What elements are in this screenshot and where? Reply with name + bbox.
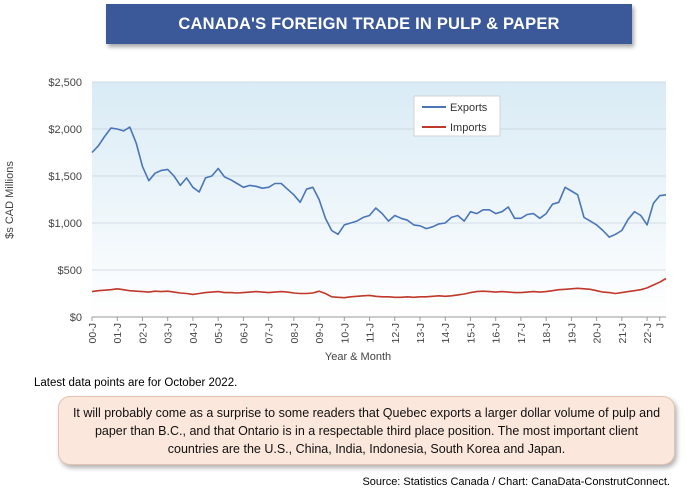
x-tick-label: 03-J bbox=[163, 323, 175, 343]
x-tick-label: 18-J bbox=[541, 323, 553, 343]
x-tick-label: 11-J bbox=[365, 323, 377, 343]
imports-line bbox=[91, 277, 667, 299]
x-tick-label: 12-J bbox=[390, 323, 402, 343]
y-tick-label: $2,000 bbox=[48, 124, 82, 136]
y-tick-label: $1,000 bbox=[48, 218, 82, 230]
x-tick-label: 19-J bbox=[566, 323, 578, 343]
x-axis-label: Year & Month bbox=[325, 351, 391, 363]
x-tick-label: 13-J bbox=[415, 323, 427, 343]
x-tick-label: J bbox=[655, 323, 667, 328]
y-axis-label: $s CAD Millions bbox=[4, 161, 16, 239]
source-credit: Source: Statistics Canada / Chart: CanaD… bbox=[362, 476, 670, 488]
legend-label-imports: Imports bbox=[450, 122, 487, 134]
x-tick-label: 01-J bbox=[112, 323, 124, 343]
chart-title: CANADA'S FOREIGN TRADE IN PULP & PAPER bbox=[178, 14, 560, 33]
plot-area bbox=[92, 82, 666, 317]
legend-box bbox=[413, 95, 501, 137]
y-tick-label: $0 bbox=[70, 312, 82, 324]
commentary-callout: It will probably come as a surprise to s… bbox=[58, 396, 675, 465]
line-chart: $0 $500 $1,000 $1,500 $2,000 $2,500 00-J 01-J 0… bbox=[4, 77, 667, 363]
x-tick-label: 14-J bbox=[440, 323, 452, 343]
legend-label-exports: Exports bbox=[450, 102, 488, 114]
commentary-text: It will probably come as a surprise to s… bbox=[72, 405, 661, 456]
exports-line bbox=[91, 126, 667, 238]
x-tick-label: 07-J bbox=[264, 323, 276, 343]
x-tick-label: 21-J bbox=[617, 323, 629, 343]
x-tick-label: 06-J bbox=[238, 323, 250, 343]
y-tick-label: $500 bbox=[58, 265, 82, 277]
x-tick-label: 00-J bbox=[87, 323, 99, 343]
x-tick-label: 15-J bbox=[465, 323, 477, 343]
footnote: Latest data points are for October 2022. bbox=[34, 377, 238, 389]
x-tick-label: 22-J bbox=[642, 323, 654, 343]
y-tick-label: $2,500 bbox=[48, 77, 82, 89]
x-tick-label: 02-J bbox=[137, 323, 149, 343]
x-tick-label: 16-J bbox=[491, 323, 503, 343]
x-tick-label: 17-J bbox=[516, 323, 528, 343]
x-tick-label: 08-J bbox=[289, 323, 301, 343]
y-tick-label: $1,500 bbox=[48, 171, 82, 183]
chart-title-banner: CANADA'S FOREIGN TRADE IN PULP & PAPER bbox=[106, 4, 632, 44]
x-tick-label: 10-J bbox=[339, 323, 351, 343]
legend: Exports Imports bbox=[413, 95, 501, 137]
x-tick-label: 05-J bbox=[213, 323, 225, 343]
x-tick-label: 09-J bbox=[314, 323, 326, 343]
x-tick-label: 20-J bbox=[592, 323, 604, 343]
x-tick-label: 04-J bbox=[188, 323, 200, 343]
